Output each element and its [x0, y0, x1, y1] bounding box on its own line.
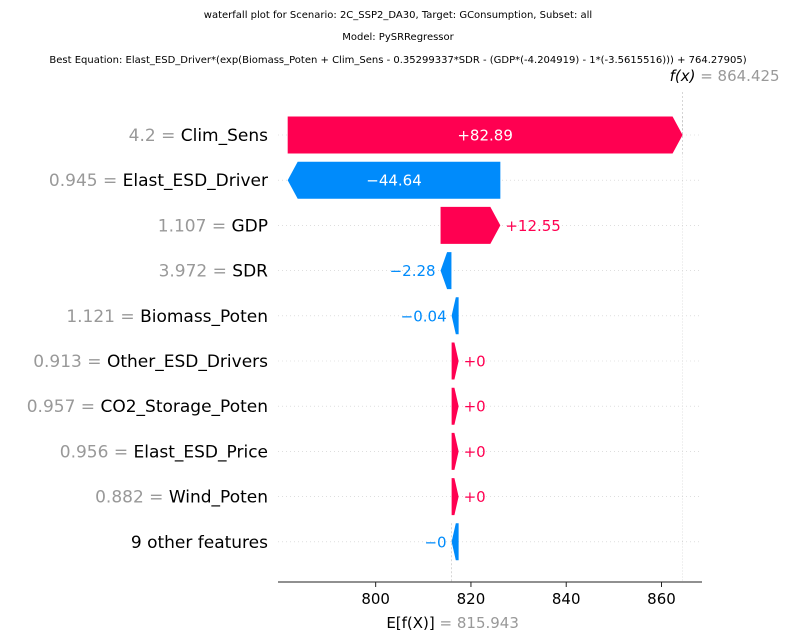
- bar-value-label: +0: [464, 353, 486, 371]
- x-tick-label: 860: [647, 590, 676, 608]
- chart-title-line-2: Model: PySRRegressor: [342, 32, 454, 43]
- bar-other-esd-drivers: [451, 342, 459, 380]
- bar-clim-sens: [287, 116, 683, 154]
- feature-label: 0.882 = Wind_Poten: [95, 488, 268, 508]
- bar-value-label: +0: [464, 443, 486, 461]
- feature-label: 1.107 = GDP: [158, 216, 268, 236]
- bar-value-label: −0: [424, 533, 446, 551]
- feature-label: 9 other features: [131, 533, 268, 553]
- x-tick-label: 820: [457, 590, 486, 608]
- feature-label: 4.2 = Clim_Sens: [129, 126, 268, 146]
- bar-wind-poten: [451, 478, 459, 516]
- bar-elast-esd-driver: [287, 161, 501, 199]
- feature-label: 0.913 = Other_ESD_Drivers: [33, 352, 268, 372]
- feature-label: 3.972 = SDR: [159, 262, 269, 282]
- bar-value-label: +0: [464, 398, 486, 416]
- x-tick-label: 840: [552, 590, 581, 608]
- x-tick-label: 800: [361, 590, 390, 608]
- bar-9-other-features: [451, 523, 459, 561]
- bar-value-label: +82.89: [457, 127, 513, 145]
- bar-co2-storage-poten: [451, 387, 459, 425]
- base-value-label: E[f(X)] = 815.943: [386, 614, 519, 632]
- feature-label: 0.945 = Elast_ESD_Driver: [49, 171, 268, 191]
- bar-gdp: [440, 206, 501, 244]
- feature-label: 0.957 = CO2_Storage_Poten: [27, 397, 268, 417]
- bar-elast-esd-price: [451, 432, 459, 470]
- bar-value-label: −44.64: [366, 172, 422, 190]
- feature-label: 1.121 = Biomass_Poten: [66, 307, 268, 327]
- bar-value-label: −0.04: [401, 307, 447, 325]
- fx-value-label: f(x) = 864.425: [670, 67, 780, 85]
- chart-title-line-1: waterfall plot for Scenario: 2C_SSP2_DA3…: [203, 10, 593, 21]
- feature-label: 0.956 = Elast_ESD_Price: [60, 442, 268, 462]
- bar-biomass-poten: [451, 297, 459, 335]
- chart-title-line-3: Best Equation: Elast_ESD_Driver*(exp(Bio…: [49, 55, 747, 66]
- bar-value-label: +12.55: [505, 217, 561, 235]
- bar-value-label: −2.28: [390, 262, 436, 280]
- bar-value-label: +0: [464, 488, 486, 506]
- bar-sdr: [440, 252, 452, 290]
